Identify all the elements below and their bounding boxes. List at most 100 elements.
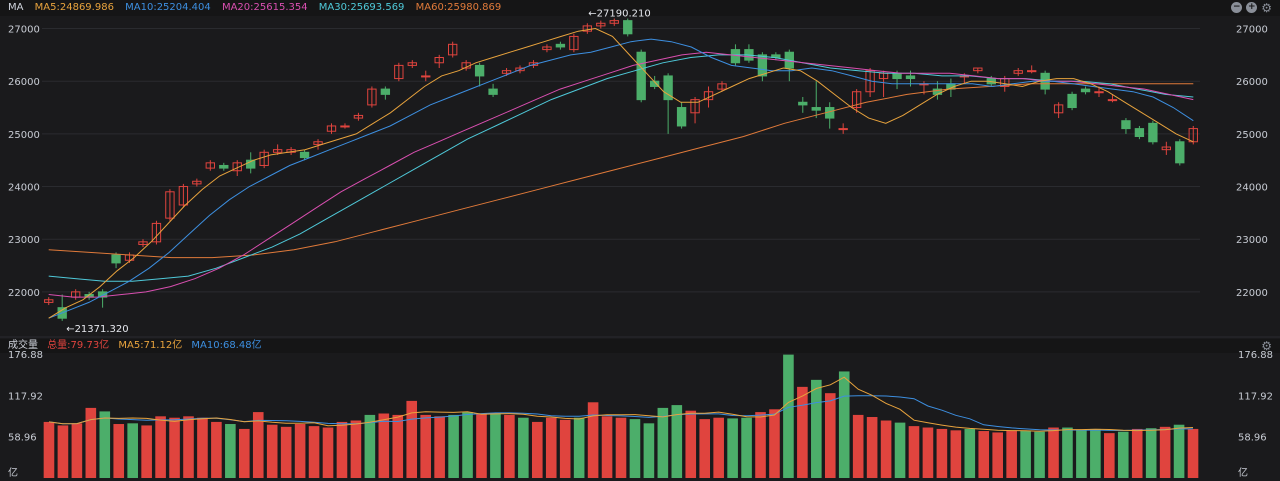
candle-body [367, 88, 377, 106]
volume-settings-icon[interactable]: ⚙ [1261, 339, 1272, 353]
volume-bar [699, 419, 711, 478]
volume-bar [1173, 424, 1185, 478]
candle-body [1107, 99, 1118, 102]
volume-bar [1090, 428, 1101, 478]
minus-icon[interactable]: − [1231, 2, 1243, 13]
candle-body [138, 241, 148, 245]
volume-bar [266, 424, 278, 478]
volume-bar [350, 420, 362, 478]
candle-body [353, 114, 364, 119]
price-axis-label-right: 25000 [1236, 130, 1268, 141]
ma10-line [48, 38, 1194, 319]
volume-bar [978, 431, 990, 478]
candle-body [892, 72, 902, 80]
plus-icon[interactable]: + [1246, 2, 1258, 13]
volume-bar [755, 412, 766, 478]
candle-body [488, 88, 498, 95]
low-annotation: ←21371.320 [66, 324, 128, 335]
volume-bar [894, 422, 906, 478]
volume-bar [1131, 428, 1143, 478]
price-axis-label-right: 24000 [1236, 183, 1268, 194]
volume-bar [490, 412, 501, 478]
price-axis-label-right: 26000 [1236, 77, 1268, 88]
ma20-line [48, 51, 1194, 298]
volume-bar [71, 423, 83, 478]
candle-body [528, 62, 539, 66]
candle-body [798, 101, 808, 106]
volume-bar [1145, 428, 1157, 478]
candle-body [219, 164, 229, 169]
ma60-value: MA60:25980.869 [415, 2, 502, 13]
volume-bar [1159, 426, 1171, 478]
ma10-value: MA10:25204.404 [125, 2, 211, 13]
volume-bar [392, 414, 404, 478]
volume-bar [336, 421, 348, 478]
candle-body [636, 51, 646, 101]
candle-body [838, 128, 848, 131]
volume-bar [420, 414, 431, 478]
volume-header: 成交量 总量:79.73亿 MA5:71.12亿 MA10:68.48亿 ⚙ [0, 339, 1280, 353]
price-axis-label-left: 25000 [8, 130, 40, 141]
price-axis-label-left: 24000 [8, 183, 40, 194]
candle-body [192, 180, 202, 185]
candle-body [717, 83, 727, 90]
volume-bar [811, 379, 822, 478]
volume-bar [950, 430, 962, 478]
volume-bar [1117, 431, 1129, 478]
volume-bar [615, 417, 627, 478]
candle-body [407, 62, 417, 66]
volume-bar [462, 412, 473, 478]
candle-body [501, 70, 512, 74]
candle-body [151, 222, 162, 243]
volume-bar [378, 413, 390, 478]
volume-bar [601, 416, 613, 478]
volume-bar [504, 414, 515, 478]
candle-body [623, 20, 633, 35]
volume-bar [1006, 430, 1017, 478]
volume-bar [824, 393, 836, 478]
candle-body [326, 125, 337, 132]
volume-bar [294, 424, 306, 478]
volume-axis-label-right: 176.88 [1238, 350, 1273, 361]
volume-axis-label-left: 176.88 [8, 350, 43, 361]
candle-body [165, 191, 175, 219]
volume-bar [448, 414, 459, 478]
volume-bar [880, 420, 892, 478]
volume-bar [531, 421, 543, 478]
price-axis-label-left: 27000 [8, 25, 40, 36]
volume-axis-label-right: 亿 [1238, 466, 1248, 479]
candle-body [515, 67, 525, 72]
volume-bar [559, 419, 571, 478]
volume-bar [1187, 428, 1199, 478]
volume-ma5: MA5:71.12亿 [118, 340, 183, 351]
candle-body [434, 57, 444, 64]
volume-bar [169, 417, 180, 478]
volume-bar [476, 413, 487, 478]
ma-title: MA [8, 2, 24, 13]
volume-bar [1020, 431, 1031, 478]
candle-body [1053, 104, 1064, 114]
price-axis-label-left: 23000 [8, 235, 40, 246]
volume-bar [713, 417, 724, 478]
candle-body [111, 254, 121, 264]
volume-bar [769, 409, 780, 478]
volume-bar [741, 417, 752, 478]
ma5-value: MA5:24869.986 [34, 2, 114, 13]
candle-body [811, 107, 821, 111]
candle-body [394, 64, 404, 80]
candle-body [340, 125, 350, 128]
volume-bar [1104, 433, 1115, 478]
settings-icon[interactable]: ⚙ [1261, 1, 1272, 15]
volume-bar [127, 423, 138, 478]
candle-body [178, 186, 189, 206]
candle-body [380, 88, 391, 95]
candle-body [1080, 88, 1091, 93]
volume-bar [573, 417, 585, 478]
volume-bar [657, 407, 669, 478]
volume-bar [1048, 427, 1059, 478]
candle-body [542, 46, 552, 51]
candle-body [259, 151, 269, 166]
candle-body [596, 22, 606, 27]
candle-body [1134, 128, 1145, 138]
